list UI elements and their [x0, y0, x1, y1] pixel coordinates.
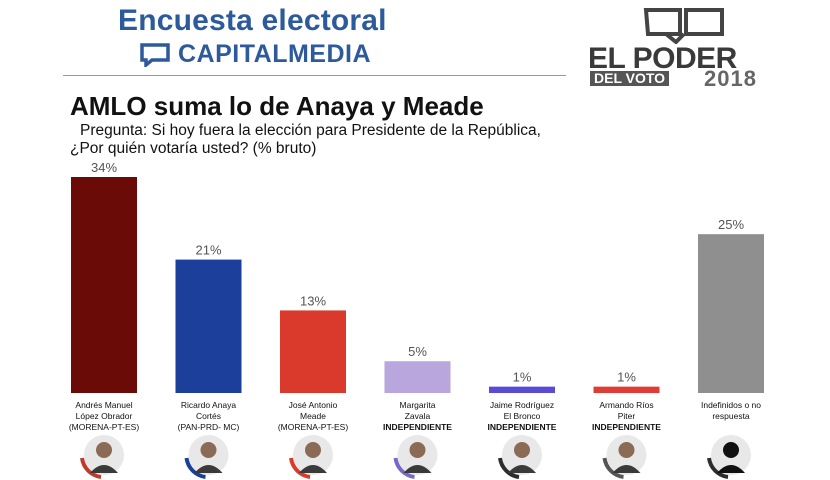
- category-label: (PAN-PRD- MC): [178, 422, 240, 432]
- logo-name: EL PODER: [588, 42, 737, 75]
- category-label: Ricardo Anaya: [181, 400, 237, 410]
- data-label: 25%: [718, 217, 744, 232]
- logo-year: 2018: [704, 66, 757, 91]
- category-label: López Obrador: [76, 411, 133, 421]
- person-body-icon: [299, 465, 327, 473]
- category-label: Meade: [300, 411, 326, 421]
- category-label: Andrés Manuel: [75, 400, 132, 410]
- category-label: INDEPENDIENTE: [488, 422, 557, 432]
- avatar-ring: [80, 457, 102, 479]
- person-body-icon: [403, 465, 432, 473]
- category-label: Piter: [618, 411, 636, 421]
- person-head-icon: [514, 442, 530, 458]
- category-label: INDEPENDIENTE: [592, 422, 661, 432]
- data-label: 13%: [300, 293, 326, 308]
- bar: [175, 259, 242, 393]
- category-label: Margarita: [400, 400, 436, 410]
- person-head-icon: [200, 442, 217, 458]
- data-label: 34%: [91, 160, 117, 175]
- data-label: 21%: [195, 243, 221, 258]
- person-body-icon: [717, 465, 745, 473]
- question-line-2: ¿Por quién votaría usted? (% bruto): [70, 140, 317, 157]
- bar: [593, 386, 660, 393]
- category-label: El Bronco: [504, 411, 541, 421]
- person-head-icon: [96, 442, 112, 458]
- data-label: 1%: [617, 370, 636, 385]
- avatar-ring: [498, 457, 520, 479]
- category-label: respuesta: [712, 411, 750, 421]
- person-head-icon: [305, 442, 321, 458]
- bar: [698, 234, 764, 393]
- category-label: Indefinidos o no: [701, 400, 761, 410]
- person-head-icon: [723, 442, 739, 458]
- person-head-icon: [618, 442, 635, 458]
- data-label: 5%: [408, 344, 427, 359]
- category-label: Jaime Rodríguez: [490, 400, 554, 410]
- category-label: INDEPENDIENTE: [383, 422, 452, 432]
- person-body-icon: [90, 465, 118, 473]
- category-label: Cortés: [196, 411, 221, 421]
- avatar-ring: [602, 457, 624, 479]
- person-head-icon: [409, 442, 426, 458]
- bar: [489, 386, 555, 393]
- category-label: José Antonio: [289, 400, 338, 410]
- question-line-1: Pregunta: Si hoy fuera la elección para …: [80, 122, 541, 139]
- category-label: Armando Ríos: [599, 400, 653, 410]
- brand-name: CAPITALMEDIA: [178, 40, 372, 68]
- avatar-ring: [184, 457, 206, 479]
- person-body-icon: [508, 465, 536, 473]
- category-label: Zavala: [405, 411, 431, 421]
- speech-bubble-icon: [140, 42, 170, 69]
- logo-sub: DEL VOTO: [590, 71, 670, 86]
- category-label: (MORENA-PT-ES): [278, 422, 349, 432]
- person-body-icon: [612, 465, 641, 473]
- header-divider: [63, 75, 566, 76]
- category-label: (MORENA-PT-ES): [69, 422, 140, 432]
- headline: AMLO suma lo de Anaya y Meade: [70, 91, 484, 121]
- bar: [384, 361, 451, 393]
- avatar-ring: [289, 457, 311, 479]
- avatar-ring: [707, 457, 729, 479]
- brand: CAPITALMEDIA: [140, 40, 371, 69]
- data-label: 1%: [513, 370, 532, 385]
- survey-title: Encuesta electoral: [118, 4, 387, 37]
- bar: [280, 310, 346, 393]
- bar: [71, 177, 137, 393]
- avatar-ring: [393, 457, 415, 479]
- el-poder-del-voto-logo: EL PODER DEL VOTO 2018: [588, 4, 788, 91]
- person-body-icon: [194, 465, 223, 473]
- book-icon: [643, 8, 724, 44]
